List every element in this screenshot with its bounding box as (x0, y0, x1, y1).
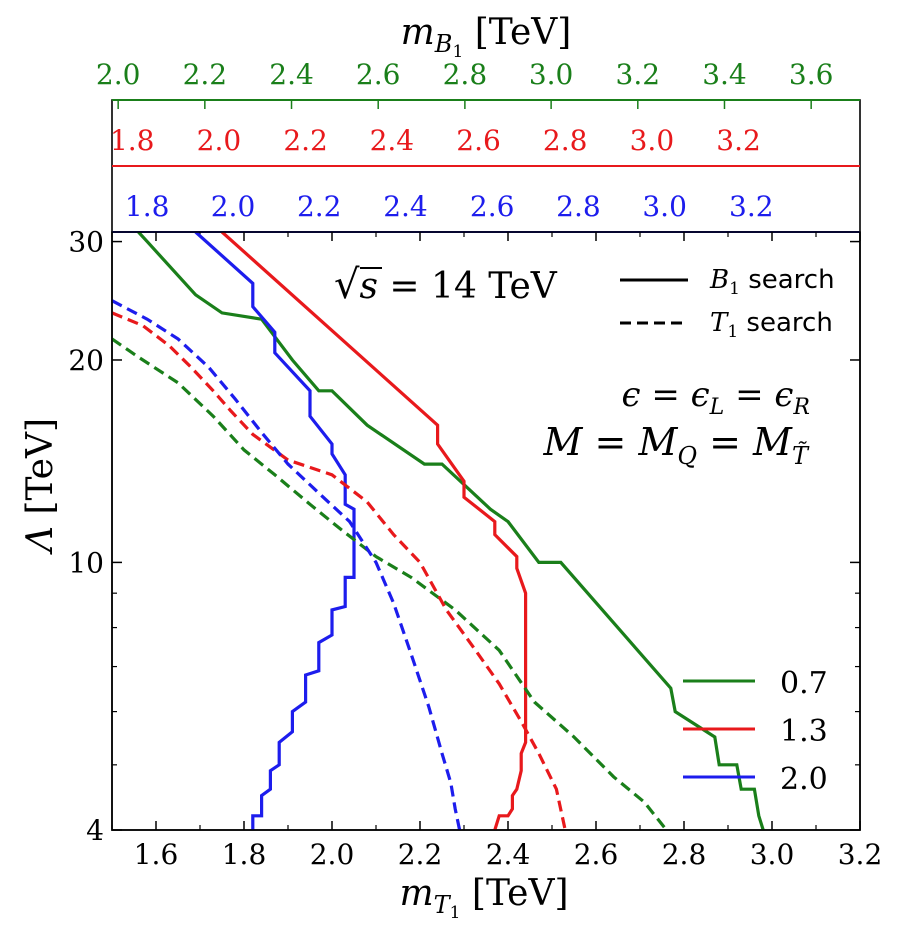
blue-top-tick-label-2.8: 2.8 (556, 190, 601, 223)
x-tick-label-2.0: 2.0 (310, 838, 355, 871)
series-lines (112, 232, 765, 830)
green-top-tick-label-3.4: 3.4 (702, 58, 747, 91)
main-plot-frame (111, 231, 861, 831)
blue-top-tick-label-3.0: 3.0 (642, 190, 687, 223)
top-axes-ticks: 2.0 2.2 2.4 2.6 2.8 3.0 3.2 3.4 3.6 1.8 2.0 2.2 2.4 2… (96, 58, 834, 223)
y-axis-ticks: 4 10 20 30 (68, 226, 860, 847)
green-top-tick-label-2.4: 2.4 (269, 58, 314, 91)
x-tick-label-2.2: 2.2 (398, 838, 443, 871)
red-top-tick-label-1.8: 1.8 (110, 124, 155, 157)
y-tick-label-30: 30 (68, 226, 104, 259)
red-top-tick-label-2.2: 2.2 (283, 124, 328, 157)
green-top-tick-label-2.6: 2.6 (356, 58, 401, 91)
series-T1-0.7 (112, 337, 668, 830)
green-top-tick-label-2.8: 2.8 (443, 58, 488, 91)
svg-text:√s = 14 TeV: √s = 14 TeV (334, 262, 558, 308)
t1-search-label: T1 search (710, 308, 833, 342)
green-top-tick-label-2.0: 2.0 (96, 58, 141, 91)
green-top-tick-label-3.6: 3.6 (789, 58, 834, 91)
style-legend: B1 search T1 search (620, 265, 835, 342)
mass-annotation: M = MQ = MT̃ (543, 420, 810, 470)
series-B1-1.3 (220, 232, 528, 830)
color-legend: 0.7 1.3 2.0 (683, 666, 828, 797)
legend-label-0.7: 0.7 (780, 666, 828, 701)
sqrt-symbol: √ (334, 262, 360, 308)
x-tick-label-1.8: 1.8 (222, 838, 267, 871)
red-top-tick-label-2.6: 2.6 (456, 124, 501, 157)
red-top-tick-label-3.0: 3.0 (630, 124, 675, 157)
legend-label-1.3: 1.3 (780, 714, 828, 749)
green-top-tick-label-3.2: 3.2 (616, 58, 661, 91)
y-tick-label-20: 20 (68, 344, 104, 377)
x-tick-label-3.2: 3.2 (838, 838, 883, 871)
blue-top-tick-label-2.2: 2.2 (297, 190, 342, 223)
x-axis-ticks: 1.6 1.8 2.0 2.2 2.4 2.6 2.8 3.0 3.2 (111, 232, 883, 871)
epsilon-annotation: ϵ = ϵL = ϵR (621, 375, 810, 420)
b1-search-label: B1 search (709, 265, 835, 299)
green-top-tick-label-2.2: 2.2 (183, 58, 228, 91)
x-axis-label: mT1 [TeV] (399, 873, 568, 923)
blue-top-tick-label-2.0: 2.0 (211, 190, 256, 223)
x-tick-label-2.6: 2.6 (574, 838, 619, 871)
red-top-tick-label-2.8: 2.8 (543, 124, 588, 157)
x-tick-label-2.8: 2.8 (662, 838, 707, 871)
x-tick-label-3.0: 3.0 (750, 838, 795, 871)
green-top-tick-label-3.0: 3.0 (529, 58, 574, 91)
series-B1-2.0 (194, 232, 356, 830)
y-axis-label: Λ [TeV] (20, 418, 61, 555)
blue-top-tick-label-2.4: 2.4 (383, 190, 428, 223)
energy-annotation: √s = 14 TeV (334, 262, 558, 308)
red-top-tick-label-3.2: 3.2 (716, 124, 761, 157)
y-tick-label-10: 10 (68, 546, 104, 579)
x-tick-label-1.6: 1.6 (134, 838, 179, 871)
y-tick-label-4: 4 (86, 814, 104, 847)
legend-label-2.0: 2.0 (780, 762, 828, 797)
red-top-tick-label-2.0: 2.0 (197, 124, 242, 157)
red-top-tick-label-2.4: 2.4 (370, 124, 415, 157)
series-T1-2.0 (112, 299, 462, 830)
blue-top-tick-label-3.2: 3.2 (729, 190, 774, 223)
blue-top-tick-label-2.6: 2.6 (470, 190, 515, 223)
blue-top-tick-label-1.8: 1.8 (125, 190, 170, 223)
series-B1-0.7 (137, 232, 765, 830)
x-tick-label-2.4: 2.4 (486, 838, 531, 871)
top-axis-label: mB1 [TeV] (401, 12, 572, 62)
